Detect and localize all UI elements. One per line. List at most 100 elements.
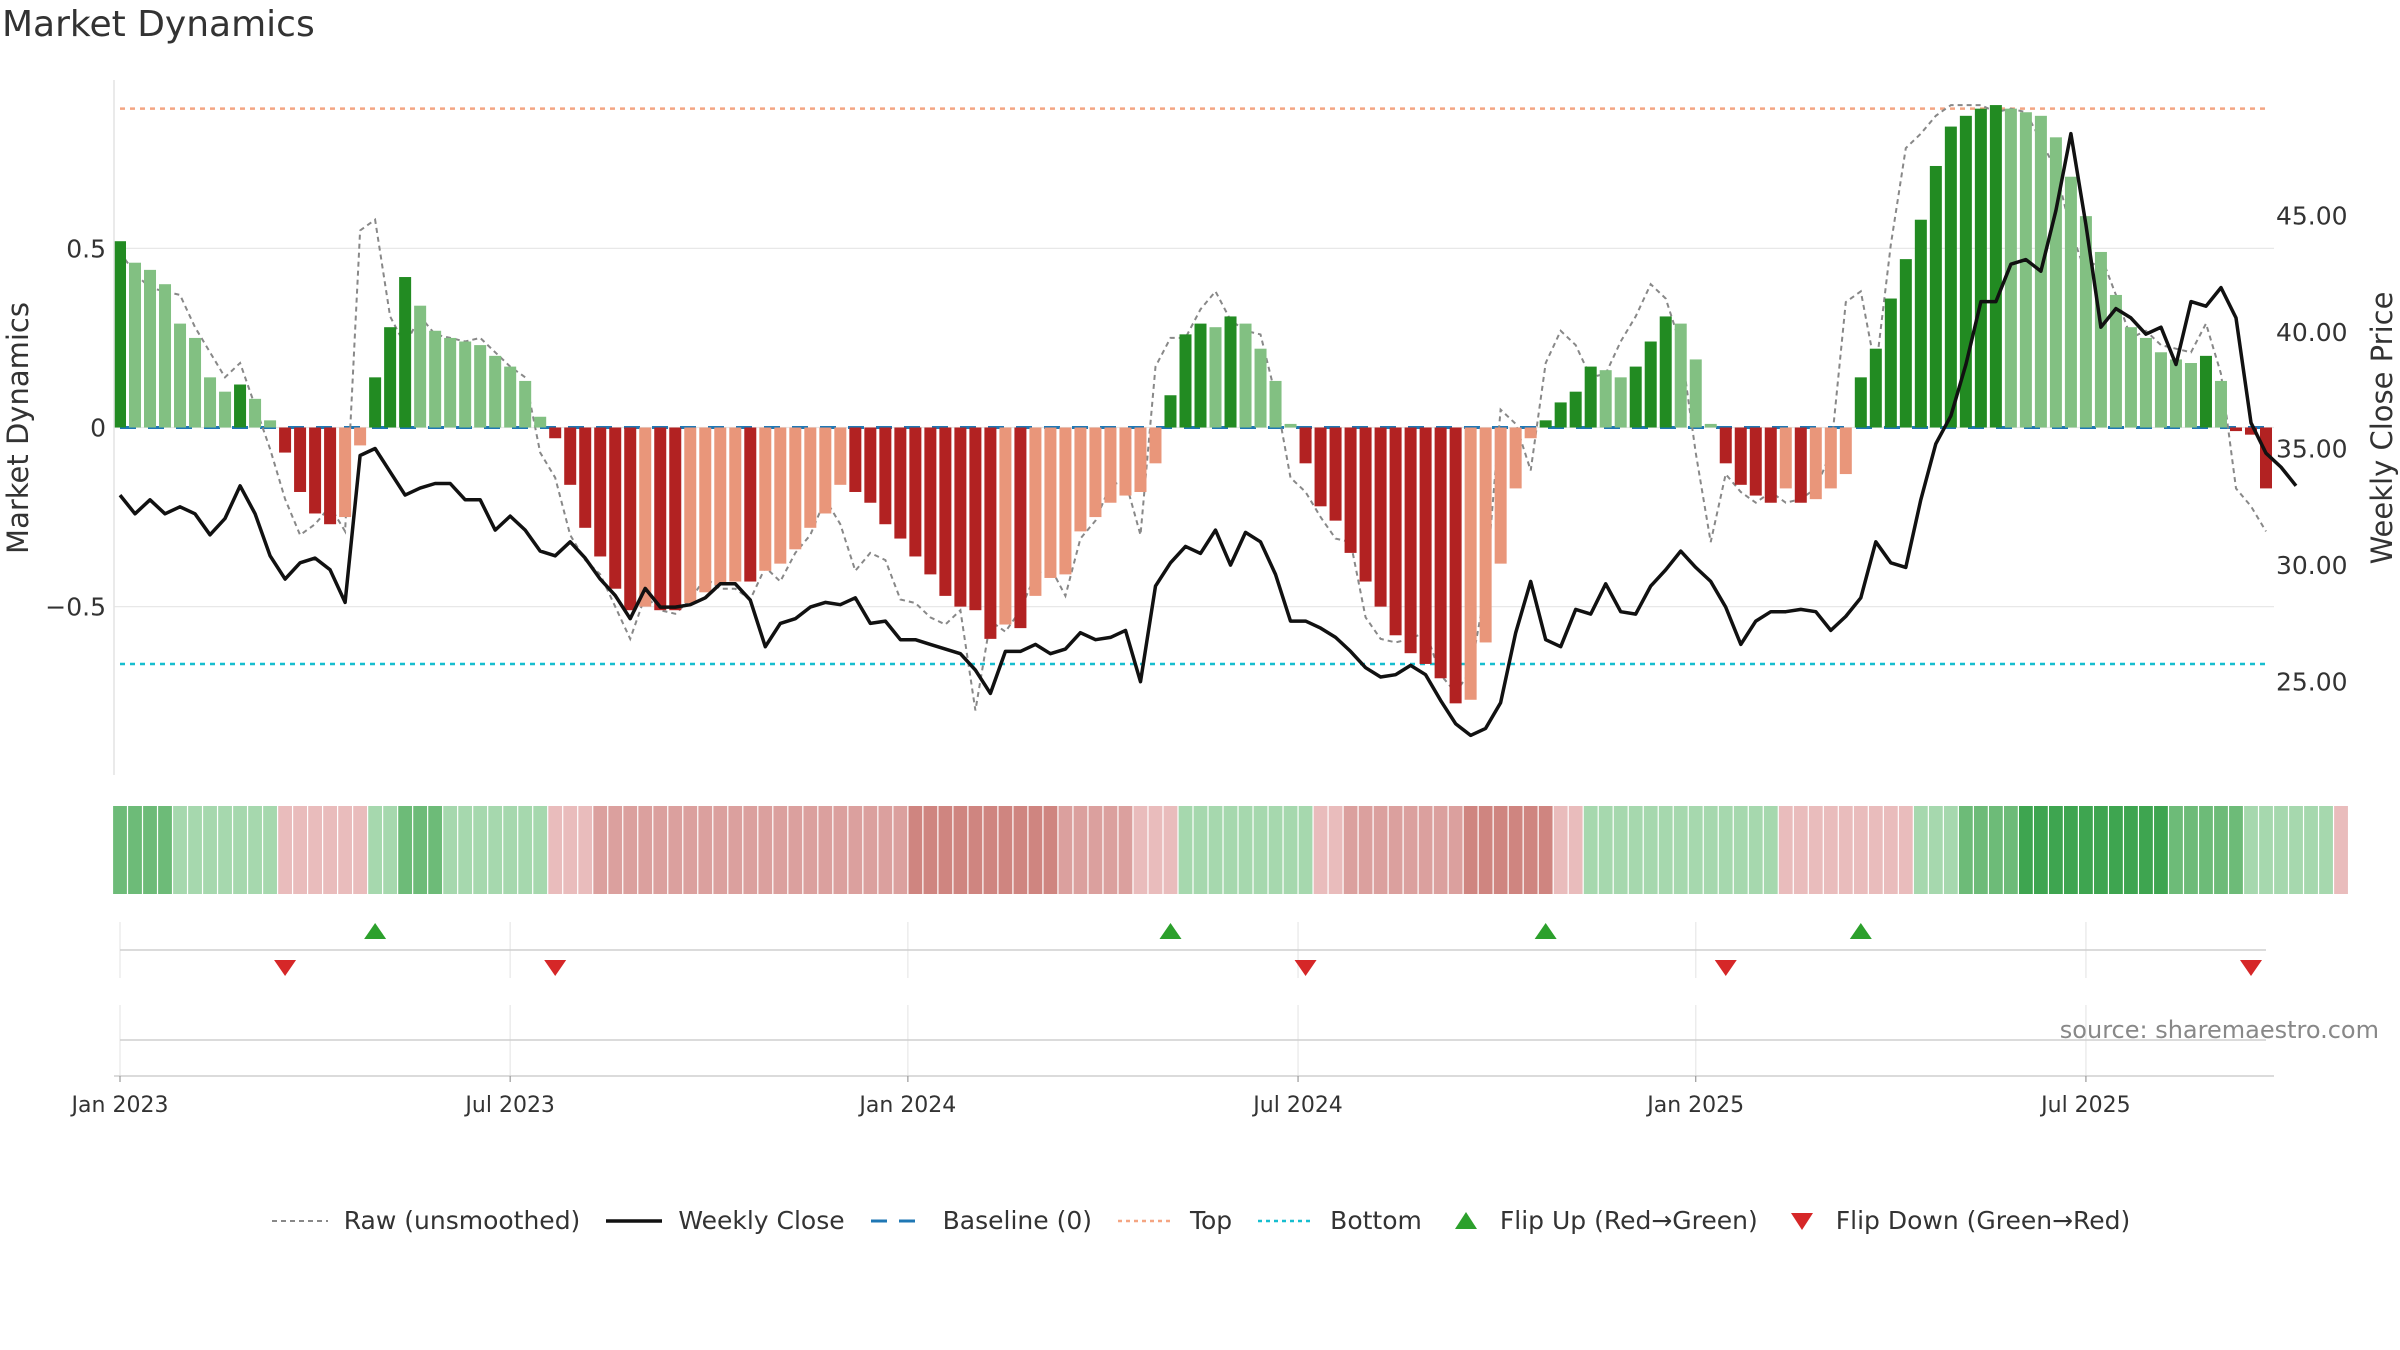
momentum-bar xyxy=(504,366,517,428)
regime-cell xyxy=(1553,806,1568,894)
regime-cell xyxy=(1538,806,1553,894)
momentum-bar xyxy=(834,427,847,485)
regime-cell xyxy=(173,806,187,894)
momentum-bar xyxy=(174,323,187,428)
regime-cell xyxy=(1148,806,1163,894)
triangle-down-icon xyxy=(1790,1212,1813,1230)
momentum-bar xyxy=(1644,341,1657,428)
regime-cell xyxy=(1793,806,1808,894)
regime-cell xyxy=(1898,806,1913,894)
y2-tick-label: 30.00 xyxy=(2276,551,2348,580)
regime-cell xyxy=(833,806,848,894)
momentum-bar xyxy=(744,427,757,582)
momentum-bar xyxy=(879,427,892,525)
regime-cell xyxy=(1178,806,1193,894)
momentum-bar xyxy=(234,384,247,428)
momentum-bar xyxy=(1014,427,1027,629)
regime-cell xyxy=(248,806,262,894)
legend-label: Top xyxy=(1189,1206,1233,1235)
momentum-bar xyxy=(1449,427,1462,704)
regime-cell xyxy=(1928,806,1943,894)
market-dynamics-chart: 0.5 0 −0.5 45.00 40.00 35.00 30.00 25.00 Jan 20… xyxy=(1,80,2399,1118)
momentum-bar xyxy=(1104,427,1117,503)
momentum-bar xyxy=(1179,334,1192,428)
momentum-bar xyxy=(1239,323,1252,428)
regime-cell xyxy=(533,806,548,894)
momentum-bar xyxy=(1194,323,1207,428)
source-credit: source: sharemaestro.com xyxy=(2059,1016,2379,1044)
momentum-bar xyxy=(1794,427,1807,503)
regime-cell xyxy=(548,806,563,894)
momentum-bar xyxy=(1224,316,1237,428)
regime-cell xyxy=(788,806,803,894)
momentum-bar xyxy=(1209,327,1222,428)
regime-cell xyxy=(593,806,608,894)
regime-cell xyxy=(1748,806,1763,894)
momentum-bar xyxy=(1779,427,1792,489)
regime-cell xyxy=(2033,806,2048,894)
momentum-bar xyxy=(774,427,787,564)
momentum-bar xyxy=(1614,377,1627,428)
regime-cell xyxy=(2048,806,2063,894)
momentum-bar xyxy=(1989,105,2002,428)
chart-title: Market Dynamics xyxy=(2,4,315,45)
regime-cell xyxy=(1463,806,1478,894)
regime-cell xyxy=(1013,806,1028,894)
regime-cell xyxy=(1763,806,1778,894)
momentum-bar xyxy=(1029,427,1042,596)
momentum-bar xyxy=(2214,380,2227,428)
y2-tick-label: 25.00 xyxy=(2276,668,2348,697)
regime-cell xyxy=(1883,806,1898,894)
legend-item-close: Weekly Close xyxy=(604,1206,845,1235)
regime-cell xyxy=(713,806,728,894)
momentum-bar xyxy=(909,427,922,557)
momentum-bar xyxy=(1044,427,1057,578)
regime-cell xyxy=(1673,806,1688,894)
momentum-bar xyxy=(1569,391,1582,428)
regime-cell xyxy=(1433,806,1448,894)
close-swatch-icon xyxy=(606,1218,663,1223)
momentum-bar xyxy=(159,284,172,428)
regime-cell xyxy=(1388,806,1403,894)
momentum-bar xyxy=(1674,323,1687,428)
y-tick-label: 0.5 xyxy=(66,234,106,263)
regime-cell xyxy=(998,806,1013,894)
regime-cell xyxy=(1913,806,1928,894)
momentum-bar xyxy=(444,337,457,428)
momentum-bar xyxy=(2109,294,2122,428)
regime-cell xyxy=(2094,806,2108,894)
flip-up-marker xyxy=(364,923,387,939)
regime-cell xyxy=(2229,806,2243,894)
regime-cell xyxy=(1088,806,1103,894)
momentum-bar xyxy=(1419,427,1432,664)
regime-cell xyxy=(1583,806,1598,894)
momentum-bar xyxy=(2049,137,2062,428)
regime-cell xyxy=(1688,806,1703,894)
momentum-bar xyxy=(2169,359,2182,428)
flip-down-marker xyxy=(1714,960,1737,976)
momentum-bar xyxy=(1929,165,1942,428)
regime-cell xyxy=(233,806,247,894)
momentum-bar xyxy=(2064,176,2077,428)
momentum-bar xyxy=(729,427,742,582)
momentum-bar xyxy=(1599,370,1612,428)
momentum-bar xyxy=(2184,363,2197,428)
x-tick-label: Jan 2024 xyxy=(857,1093,956,1118)
momentum-bar xyxy=(579,427,592,528)
regime-cell xyxy=(2109,806,2123,894)
momentum-bar xyxy=(354,427,367,446)
regime-cell xyxy=(1643,806,1658,894)
regime-cell xyxy=(743,806,758,894)
regime-cell xyxy=(1658,806,1673,894)
momentum-bar xyxy=(264,420,277,428)
momentum-bar xyxy=(2259,427,2273,489)
regime-cell xyxy=(1328,806,1343,894)
momentum-bar xyxy=(1974,108,1987,428)
reference-lines xyxy=(120,107,2266,666)
momentum-bar xyxy=(1164,395,1177,428)
regime-cell xyxy=(1598,806,1613,894)
regime-cell xyxy=(1478,806,1493,894)
momentum-bar xyxy=(864,427,877,503)
regime-cell xyxy=(1523,806,1538,894)
regime-cell xyxy=(653,806,668,894)
